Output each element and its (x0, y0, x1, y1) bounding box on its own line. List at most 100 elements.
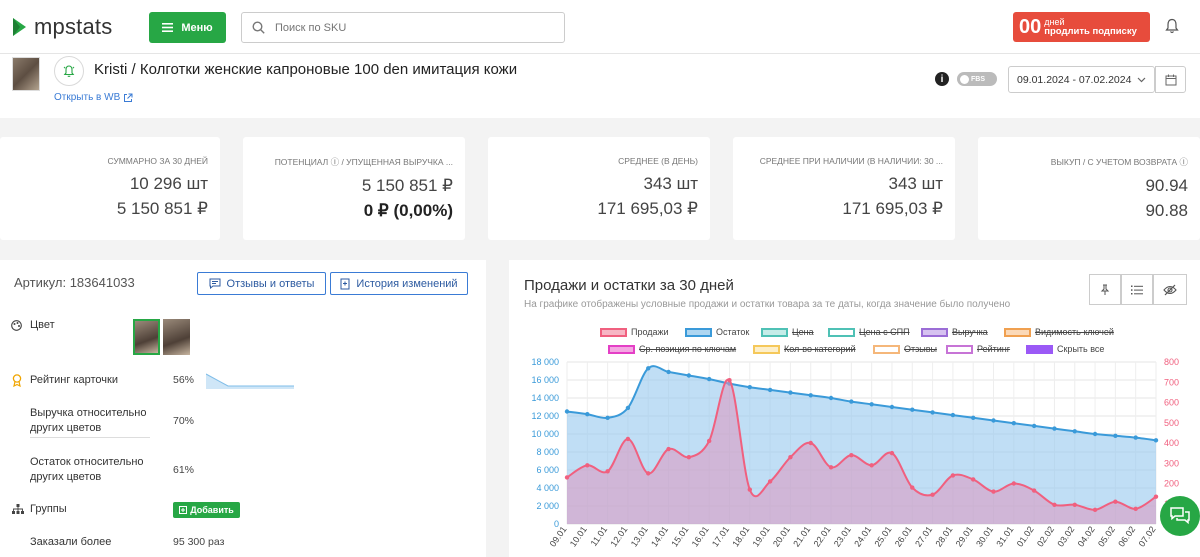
data-point (625, 436, 631, 442)
x-tick-label: 05.02 (1096, 524, 1117, 548)
data-point (828, 465, 834, 470)
data-point (950, 412, 956, 418)
legend-item[interactable]: Рейтинг (946, 344, 1010, 354)
data-point (706, 376, 712, 382)
legend-item[interactable]: Видимость ключей (1004, 327, 1114, 337)
data-point (1052, 502, 1057, 507)
menu-button[interactable]: Меню (149, 12, 226, 43)
legend-swatch (685, 327, 712, 337)
x-tick-label: 02.02 (1035, 524, 1056, 548)
data-point (889, 450, 895, 456)
legend-item[interactable]: Цена (761, 327, 814, 337)
x-tick-label: 06.02 (1116, 524, 1137, 548)
data-point (1011, 481, 1017, 486)
legend-item[interactable]: Цена с СПП (828, 327, 910, 337)
y-left-tick-label: 0 (554, 519, 559, 529)
open-in-wb-link[interactable]: Открыть в WB (54, 92, 133, 103)
x-tick-label: 23.01 (832, 524, 853, 548)
list-view-button[interactable] (1121, 274, 1153, 305)
legend-item[interactable]: Продажи (600, 327, 669, 337)
search-input[interactable] (275, 21, 555, 34)
history-button[interactable]: История изменений (330, 272, 468, 295)
extend-subscription-button[interactable]: 00 дней продлить подписку (1013, 12, 1150, 42)
y-left-tick-label: 4 000 (536, 483, 559, 493)
pin-button[interactable] (1089, 274, 1121, 305)
chat-support-button[interactable] (1160, 496, 1200, 536)
data-point (1031, 423, 1037, 429)
data-point (1153, 438, 1159, 443)
x-tick-label: 16.01 (690, 524, 711, 548)
x-tick-label: 25.01 (872, 524, 893, 548)
stat-card-total: Суммарно за 30 дней 10 296 шт 5 150 851 … (0, 137, 220, 240)
legend-item[interactable]: Кол-во категорий (753, 344, 856, 354)
product-details-panel (0, 260, 486, 557)
x-tick-label: 27.01 (913, 524, 934, 548)
date-range-select[interactable]: 09.01.2024 - 07.02.2024 (1008, 66, 1155, 93)
notification-bell-icon[interactable] (1165, 18, 1179, 34)
data-point (1072, 502, 1077, 507)
rating-label: Рейтинг карточки (30, 374, 118, 386)
legend-label: Рейтинг (977, 344, 1011, 354)
groups-label: Группы (30, 503, 67, 515)
data-point (1011, 421, 1017, 426)
fbs-label: FBS (971, 75, 985, 83)
legend-label: Цена (792, 327, 814, 337)
color-label: Цвет (30, 319, 55, 331)
logo[interactable]: mpstats (12, 14, 112, 40)
y-left-tick-label: 16 000 (531, 375, 559, 385)
legend-item[interactable]: Остаток (685, 327, 749, 337)
divider (30, 437, 150, 438)
search-box[interactable] (241, 12, 565, 43)
x-tick-label: 21.01 (791, 524, 812, 548)
rating-value: 56% (173, 374, 195, 386)
stat-card-value-1: 343 шт (643, 174, 698, 193)
fbs-toggle[interactable]: FBS (957, 72, 997, 86)
legend-item[interactable]: Ср. позиция по ключам (608, 344, 736, 354)
legend-label: Выручка (952, 327, 988, 337)
reviews-button[interactable]: Отзывы и ответы (197, 272, 326, 295)
legend-label: Отзывы (904, 344, 937, 354)
data-point (808, 440, 813, 446)
data-point (1092, 507, 1098, 513)
stat-card-label: Среднее при наличии (в наличии: 30 ... (759, 156, 943, 166)
y-left-tick-label: 6 000 (536, 465, 559, 475)
product-thumbnail[interactable] (12, 57, 40, 91)
color-swatch[interactable] (163, 319, 190, 355)
y-left-tick-label: 10 000 (531, 429, 559, 439)
legend-item[interactable]: Скрыть все (1026, 344, 1104, 354)
stat-card-value-2: 171 695,03 ₽ (842, 199, 943, 218)
calendar-button[interactable] (1155, 66, 1186, 93)
y-right-tick-label: 800 (1164, 357, 1179, 367)
ordered-value: 95 300 раз (173, 536, 225, 548)
data-point (828, 395, 834, 401)
legend-label: Продажи (631, 327, 669, 337)
x-tick-label: 17.01 (710, 524, 731, 548)
track-product-button[interactable] (54, 56, 84, 86)
x-tick-label: 13.01 (629, 524, 650, 548)
data-point (1133, 435, 1138, 440)
open-in-wb-label: Открыть в WB (54, 92, 121, 103)
series-area (567, 379, 1156, 524)
x-tick-label: 31.01 (994, 524, 1015, 548)
y-right-tick-label: 300 (1164, 458, 1179, 468)
article-number: Артикул: 183641033 (14, 275, 135, 290)
data-point (646, 366, 651, 371)
data-point (910, 485, 915, 490)
chart-subtitle: На графике отображены условные продажи и… (524, 299, 1011, 310)
info-icon[interactable]: i (935, 72, 949, 86)
legend-item[interactable]: Отзывы (873, 344, 937, 354)
data-point (605, 469, 610, 474)
data-point (1031, 488, 1037, 493)
pin-icon (1100, 284, 1110, 295)
data-point (788, 390, 793, 395)
add-group-button[interactable]: Добавить (173, 502, 240, 518)
legend-item[interactable]: Выручка (921, 327, 988, 337)
x-tick-label: 26.01 (893, 524, 914, 548)
color-swatch-selected[interactable] (133, 319, 160, 355)
legend-swatch (608, 344, 635, 354)
eye-slash-icon (1163, 284, 1177, 295)
stat-card-potential: Потенциал ⓘ / упущенная выручка ... 5 15… (243, 137, 465, 240)
data-point (1113, 433, 1118, 438)
hide-button[interactable] (1153, 274, 1187, 305)
revenue-relative-value: 70% (173, 415, 195, 427)
